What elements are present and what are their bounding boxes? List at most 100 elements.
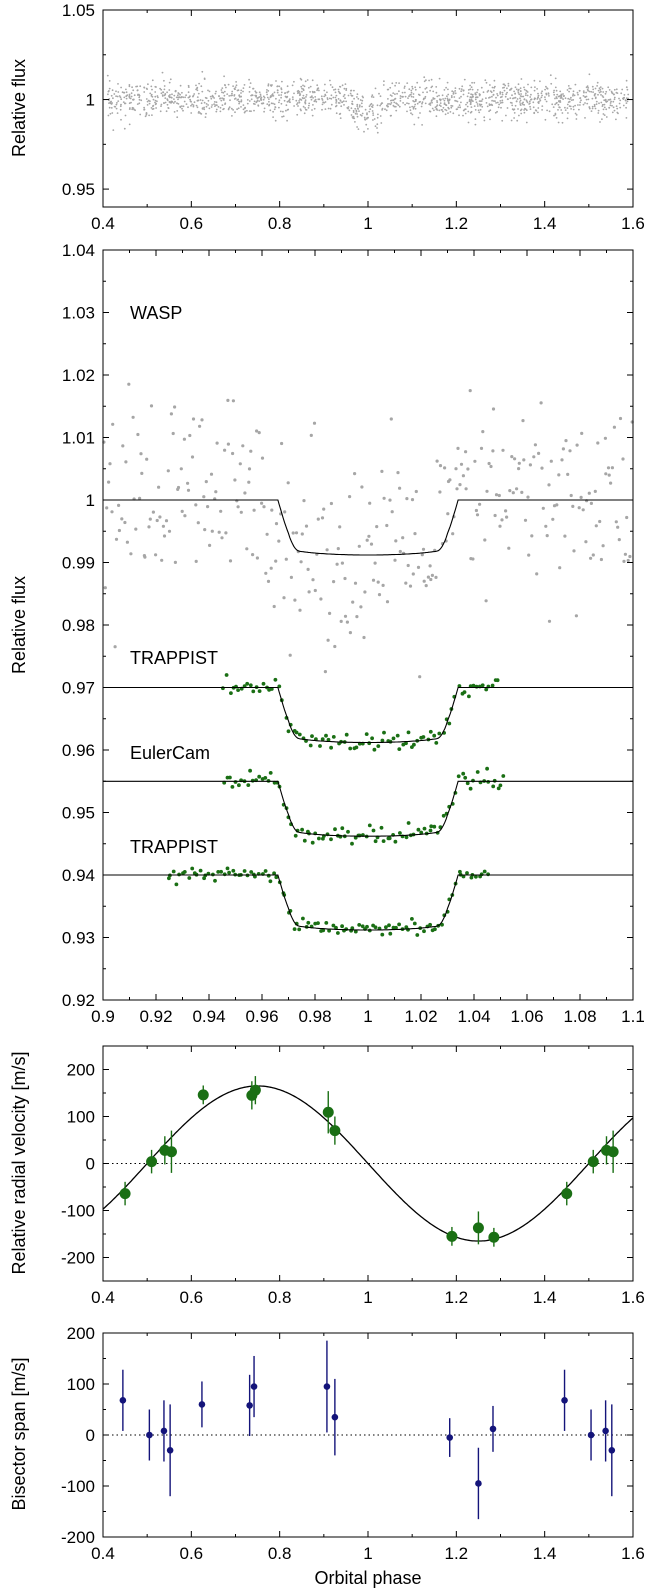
wasp-full-point	[235, 84, 238, 87]
rv-point	[446, 1230, 458, 1242]
transit-point	[495, 678, 500, 683]
transit-point	[161, 524, 165, 528]
wasp-full-point	[549, 74, 552, 77]
wasp-full-point	[145, 112, 148, 114]
transit-point	[501, 774, 506, 778]
wasp-full-point	[539, 80, 541, 83]
transit-point	[238, 462, 242, 466]
p3-ytick-label: 100	[67, 1375, 95, 1394]
wasp-full-point	[625, 102, 628, 104]
wasp-full-point	[207, 99, 210, 102]
panel1-xticks: 0.4 0.6 0.8 1 1.2 1.4 1.6	[91, 10, 645, 233]
wasp-full-point	[410, 112, 412, 115]
wasp-full-point	[567, 97, 570, 100]
transit-point	[428, 922, 432, 927]
wasp-full-point	[507, 82, 510, 85]
transit-point	[249, 870, 254, 874]
wasp-full-point	[253, 109, 255, 112]
wasp-full-point	[376, 116, 379, 119]
transit-point	[551, 517, 555, 521]
wasp-full-point	[517, 91, 520, 94]
transit-point	[547, 619, 552, 623]
wasp-full-point	[164, 93, 167, 95]
transit-point	[483, 538, 487, 542]
transit-point	[625, 515, 629, 520]
wasp-full-point	[303, 85, 306, 88]
wasp-full-point	[312, 91, 314, 94]
panel2-frame	[102, 249, 634, 1001]
wasp-full-point	[499, 91, 502, 94]
transit-point	[419, 830, 424, 835]
wasp-full-point	[479, 108, 482, 111]
transit-point	[566, 472, 570, 476]
transit-point	[333, 644, 337, 649]
transit-point	[428, 828, 433, 833]
wasp-full-point	[447, 101, 450, 104]
transit-point	[458, 483, 462, 487]
wasp-full-point	[266, 96, 269, 99]
wasp-full-point	[355, 109, 358, 112]
wasp-full-point	[410, 91, 413, 94]
transit-point	[272, 871, 276, 876]
wasp-full-point	[229, 99, 231, 102]
wasp-full-point	[284, 95, 287, 98]
wasp-full-point	[374, 87, 377, 90]
transit-point	[222, 872, 227, 877]
rv-point	[587, 1156, 599, 1168]
wasp-full-point	[435, 91, 438, 94]
wasp-full-point	[203, 101, 206, 104]
wasp-full-point	[302, 88, 305, 91]
wasp-full-point	[425, 79, 427, 81]
wasp-full-point	[594, 97, 597, 100]
wasp-full-point	[364, 118, 366, 121]
wasp-full-point	[445, 109, 448, 112]
wasp-full-point	[389, 94, 392, 96]
wasp-full-point	[313, 107, 316, 110]
wasp-full-point	[430, 86, 433, 89]
transit-point	[458, 869, 462, 874]
transit-point	[563, 534, 567, 538]
wasp-full-point	[378, 92, 380, 95]
wasp-full-point	[564, 106, 566, 109]
wasp-full-point	[133, 108, 135, 111]
transit-point	[527, 553, 531, 557]
wasp-full-point	[501, 93, 504, 96]
wasp-full-point	[591, 105, 594, 108]
panel-transit-zoom: Relative flux WASP TRAPPIST EulerCam TRA…	[9, 241, 645, 1026]
transit-point	[461, 771, 466, 776]
transit-point	[190, 866, 195, 871]
wasp-full-point	[607, 86, 610, 89]
wasp-full-point	[544, 96, 546, 98]
transit-point	[136, 432, 140, 437]
p0-ytick-label: 1.05	[62, 1, 95, 20]
wasp-full-point	[626, 100, 629, 103]
wasp-full-point	[370, 95, 373, 98]
wasp-full-point	[389, 86, 392, 89]
wasp-full-point	[276, 89, 279, 92]
wasp-full-point	[312, 97, 314, 99]
wasp-full-point	[379, 104, 381, 107]
wasp-full-point	[243, 84, 246, 86]
wasp-full-point	[321, 97, 323, 100]
wasp-full-point	[613, 109, 616, 112]
wasp-full-point	[517, 90, 519, 92]
wasp-full-point	[528, 100, 531, 103]
wasp-full-point	[215, 90, 217, 93]
wasp-full-point	[309, 91, 311, 93]
wasp-full-point	[537, 92, 539, 95]
p1-ytick-label: 0.93	[62, 929, 95, 948]
wasp-full-point	[430, 78, 433, 81]
wasp-full-point	[344, 83, 347, 85]
wasp-full-point	[130, 101, 132, 104]
wasp-full-point	[350, 89, 353, 92]
wasp-full-point	[511, 108, 514, 111]
wasp-full-point	[231, 92, 233, 95]
wasp-full-point	[509, 97, 512, 99]
wasp-full-point	[174, 90, 177, 93]
wasp-full-point	[526, 94, 529, 97]
wasp-full-point	[506, 107, 509, 109]
p1-ytick-label: 1.02	[62, 366, 95, 385]
wasp-full-point	[143, 86, 146, 89]
wasp-full-point	[138, 96, 141, 99]
wasp-full-point	[281, 80, 283, 83]
